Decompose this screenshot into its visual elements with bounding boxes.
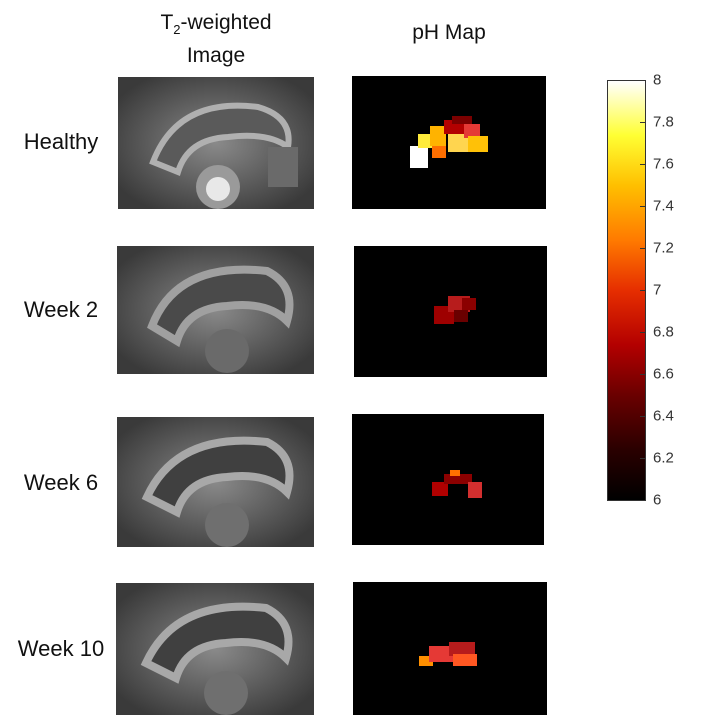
colorbar-tick-mark [640, 416, 646, 417]
ph-column-header: pH Map [412, 21, 486, 44]
ph-map-week6 [352, 414, 544, 545]
colorbar-tick-label: 6.6 [653, 365, 674, 383]
colorbar-tick-label: 6.2 [653, 449, 674, 467]
row-label-week6: Week 6 [23, 470, 99, 495]
row-label-week10: Week 10 [17, 636, 105, 661]
t2-image-week10 [116, 583, 314, 715]
row-label-week2: Week 2 [23, 297, 99, 322]
t2-prefix: T [160, 11, 174, 34]
ph-map-week10 [353, 582, 547, 715]
colorbar-tick-mark [640, 248, 646, 249]
colorbar-tick-mark [640, 122, 646, 123]
colorbar-tick-mark [640, 206, 646, 207]
colorbar-tick-mark [640, 458, 646, 459]
t2-image-healthy [118, 77, 314, 209]
ph-map-week2 [354, 246, 547, 377]
colorbar-tick-label: 7.4 [653, 197, 674, 215]
ph-map-healthy [352, 76, 546, 209]
t2-subscript: 2 [173, 22, 181, 38]
colorbar-tick-label: 6 [653, 491, 662, 509]
t2-image-week6 [117, 417, 314, 547]
t2-line2: Image [186, 44, 246, 68]
colorbar-tick-label: 7.8 [653, 113, 674, 131]
row-label-healthy: Healthy [23, 129, 99, 154]
t2-column-header: T2-weighted Image [118, 10, 314, 69]
colorbar-tick-label: 7 [653, 281, 662, 299]
colorbar-tick-mark [640, 290, 646, 291]
colorbar-tick-mark [640, 500, 646, 501]
colorbar-tick-label: 6.4 [653, 407, 674, 425]
t2-image-week2 [117, 246, 314, 374]
colorbar-tick-mark [640, 332, 646, 333]
colorbar-tick-label: 7.2 [653, 239, 674, 257]
colorbar-tick-label: 8 [653, 71, 662, 89]
colorbar-tick-mark [640, 80, 646, 81]
colorbar-tick-mark [640, 164, 646, 165]
t2-suffix: -weighted [180, 11, 272, 34]
colorbar-tick-label: 7.6 [653, 155, 674, 173]
ph-colorbar [607, 80, 646, 501]
colorbar-tick-mark [640, 374, 646, 375]
colorbar-tick-label: 6.8 [653, 323, 674, 341]
